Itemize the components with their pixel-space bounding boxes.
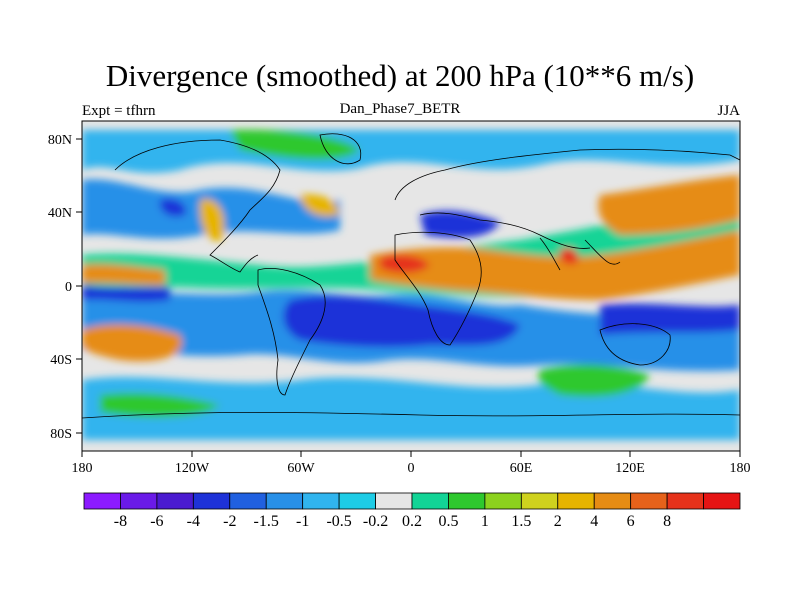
coastlines xyxy=(82,133,740,419)
colorbar-swatch xyxy=(593,492,632,510)
colorbar: -8 -6 -4 -2 -1.5 -1 -0.5 -0.2 0.2 0.5 1 1.5 2 4 6 8 xyxy=(83,492,741,530)
axis-ticks xyxy=(76,138,741,457)
longitude-labels: 180 120W 60W 0 60E 120E 180 xyxy=(72,461,751,476)
lon-label: 0 xyxy=(408,461,415,476)
lon-label: 60E xyxy=(510,461,533,476)
colorbar-label: 8 xyxy=(663,513,671,530)
colorbar-swatch xyxy=(484,492,522,510)
colorbar-swatch xyxy=(557,492,595,510)
lat-label: 0 xyxy=(65,280,72,295)
lat-label: 40S xyxy=(50,353,72,368)
colorbar-label: -1.5 xyxy=(254,513,279,530)
colorbar-swatch xyxy=(375,492,413,510)
colorbar-swatch xyxy=(156,492,194,510)
dataset-label: Dan_Phase7_BETR xyxy=(339,101,461,117)
colorbar-label: 4 xyxy=(590,513,598,530)
colorbar-swatch xyxy=(411,492,449,510)
colorbar-swatch xyxy=(666,492,704,510)
divergence-field xyxy=(82,121,740,451)
lon-label: 120W xyxy=(175,461,210,476)
colorbar-label: 0.5 xyxy=(438,513,458,530)
colorbar-label: -0.2 xyxy=(363,513,388,530)
experiment-label: Expt = tfhrn xyxy=(82,103,156,119)
colorbar-label: -6 xyxy=(150,513,163,530)
colorbar-label: 1.5 xyxy=(511,513,531,530)
colorbar-label: -2 xyxy=(223,513,236,530)
colorbar-swatch xyxy=(229,492,267,510)
colorbar-label: -8 xyxy=(114,513,127,530)
lat-label: 40N xyxy=(48,206,72,221)
colorbar-swatch xyxy=(338,492,376,510)
season-label: JJA xyxy=(717,103,740,119)
lat-label: 80S xyxy=(50,427,72,442)
lon-label: 180 xyxy=(72,461,93,476)
colorbar-swatch xyxy=(120,492,158,510)
colorbar-swatch xyxy=(265,492,304,510)
map-title: Divergence (smoothed) at 200 hPa (10**6 … xyxy=(105,58,695,93)
colorbar-label: -0.5 xyxy=(326,513,351,530)
colorbar-swatch xyxy=(703,492,741,510)
colorbar-swatch xyxy=(448,492,486,510)
lat-label: 80N xyxy=(48,133,72,148)
colorbar-swatch xyxy=(520,492,559,510)
lon-label: 60W xyxy=(287,461,315,476)
lon-label: 120E xyxy=(615,461,645,476)
colorbar-swatch xyxy=(302,492,340,510)
colorbar-swatch xyxy=(192,492,231,510)
colorbar-label: 6 xyxy=(627,513,635,530)
latitude-labels: 80N 40N 0 40S 80S xyxy=(48,133,72,442)
colorbar-swatch xyxy=(630,492,668,510)
lon-label: 180 xyxy=(730,461,751,476)
colorbar-swatch xyxy=(83,492,121,510)
colorbar-label: -4 xyxy=(187,513,200,530)
colorbar-label: -1 xyxy=(296,513,309,530)
colorbar-label: 1 xyxy=(481,513,489,530)
colorbar-label: 0.2 xyxy=(402,513,422,530)
colorbar-label: 2 xyxy=(554,513,562,530)
